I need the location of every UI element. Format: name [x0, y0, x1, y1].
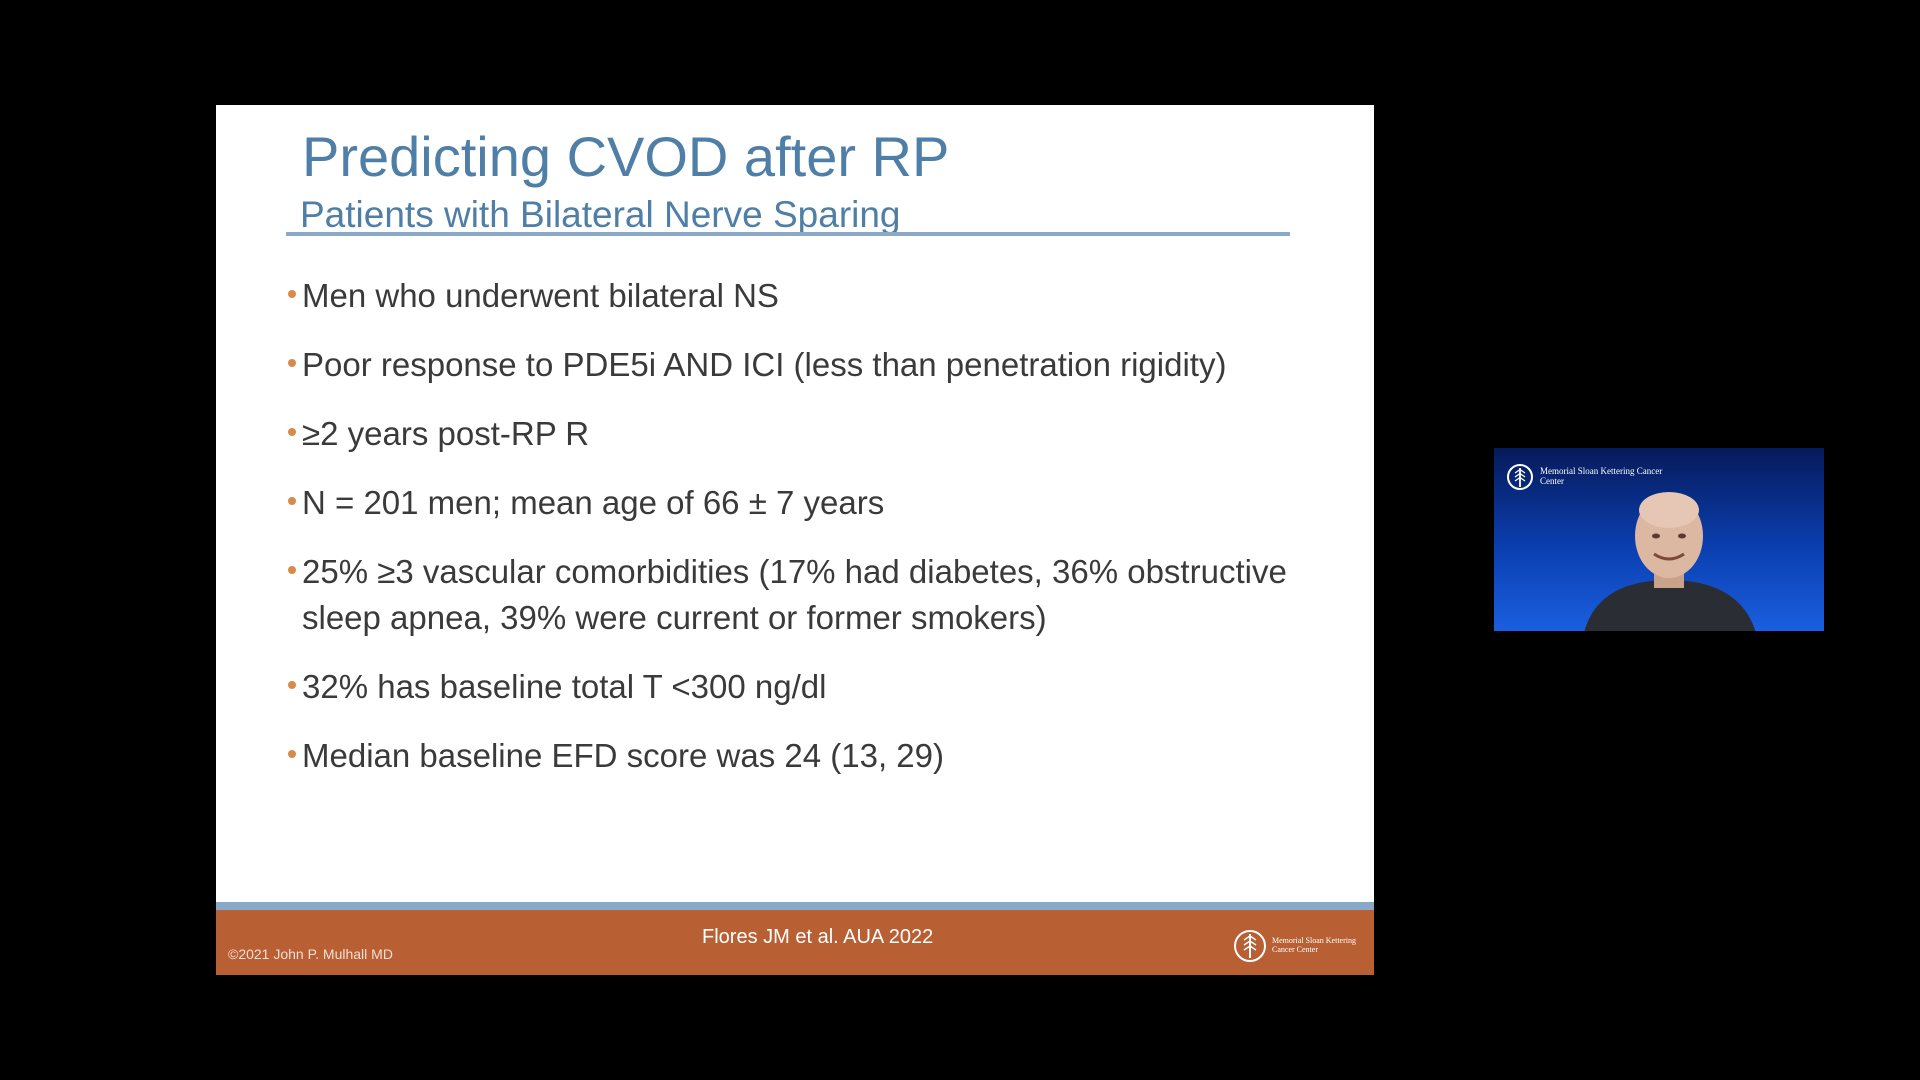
mskcc-logo-icon: [1507, 464, 1533, 490]
bullet-dot-icon: [288, 750, 296, 758]
bullet-text: 25% ≥3 vascular comorbidities (17% had d…: [302, 553, 1287, 636]
bullet-text: 32% has baseline total T <300 ng/dl: [302, 668, 827, 705]
bullet-dot-icon: [288, 497, 296, 505]
slide-footer: ©2021 John P. Mulhall MD Flores JM et al…: [216, 910, 1374, 975]
bullet-item: Men who underwent bilateral NS: [288, 273, 1348, 319]
copyright-text: ©2021 John P. Mulhall MD: [228, 946, 393, 962]
bullet-list: Men who underwent bilateral NS Poor resp…: [288, 273, 1348, 802]
bullet-item: Poor response to PDE5i AND ICI (less tha…: [288, 342, 1348, 388]
bullet-item: Median baseline EFD score was 24 (13, 29…: [288, 733, 1348, 779]
speaker-avatar: [1584, 492, 1756, 631]
video-logo-text: Memorial Sloan Kettering Cancer Center: [1540, 466, 1663, 486]
bullet-dot-icon: [288, 681, 296, 689]
bullet-item: ≥2 years post-RP R: [288, 411, 1348, 457]
bullet-dot-icon: [288, 428, 296, 436]
speaker-video-tile[interactable]: Memorial Sloan Kettering Cancer Center: [1494, 448, 1824, 631]
presentation-slide: Predicting CVOD after RP Patients with B…: [216, 105, 1374, 975]
bullet-text: Men who underwent bilateral NS: [302, 277, 779, 314]
bullet-dot-icon: [288, 566, 296, 574]
citation-text: Flores JM et al. AUA 2022: [702, 926, 934, 948]
bullet-text: N = 201 men; mean age of 66 ± 7 years: [302, 484, 885, 521]
footer-accent-stripe: [216, 902, 1374, 910]
bullet-item: N = 201 men; mean age of 66 ± 7 years: [288, 480, 1348, 526]
title-divider: [286, 232, 1290, 236]
bullet-dot-icon: [288, 359, 296, 367]
bullet-text: Poor response to PDE5i AND ICI (less tha…: [302, 346, 1227, 383]
footer-logo-text: Memorial Sloan Kettering Cancer Center: [1272, 936, 1356, 954]
bullet-item: 32% has baseline total T <300 ng/dl: [288, 664, 1348, 710]
bullet-item: 25% ≥3 vascular comorbidities (17% had d…: [288, 549, 1292, 641]
bullet-text: Median baseline EFD score was 24 (13, 29…: [302, 737, 944, 774]
video-logo: Memorial Sloan Kettering Cancer Center: [1506, 462, 1666, 492]
slide-title: Predicting CVOD after RP: [302, 125, 950, 188]
mskcc-logo-icon: [1234, 930, 1266, 962]
footer-logo: Memorial Sloan Kettering Cancer Center: [1232, 926, 1362, 966]
bullet-dot-icon: [288, 290, 296, 298]
bullet-text: ≥2 years post-RP R: [302, 415, 590, 452]
slide-subtitle: Patients with Bilateral Nerve Sparing: [300, 194, 901, 235]
